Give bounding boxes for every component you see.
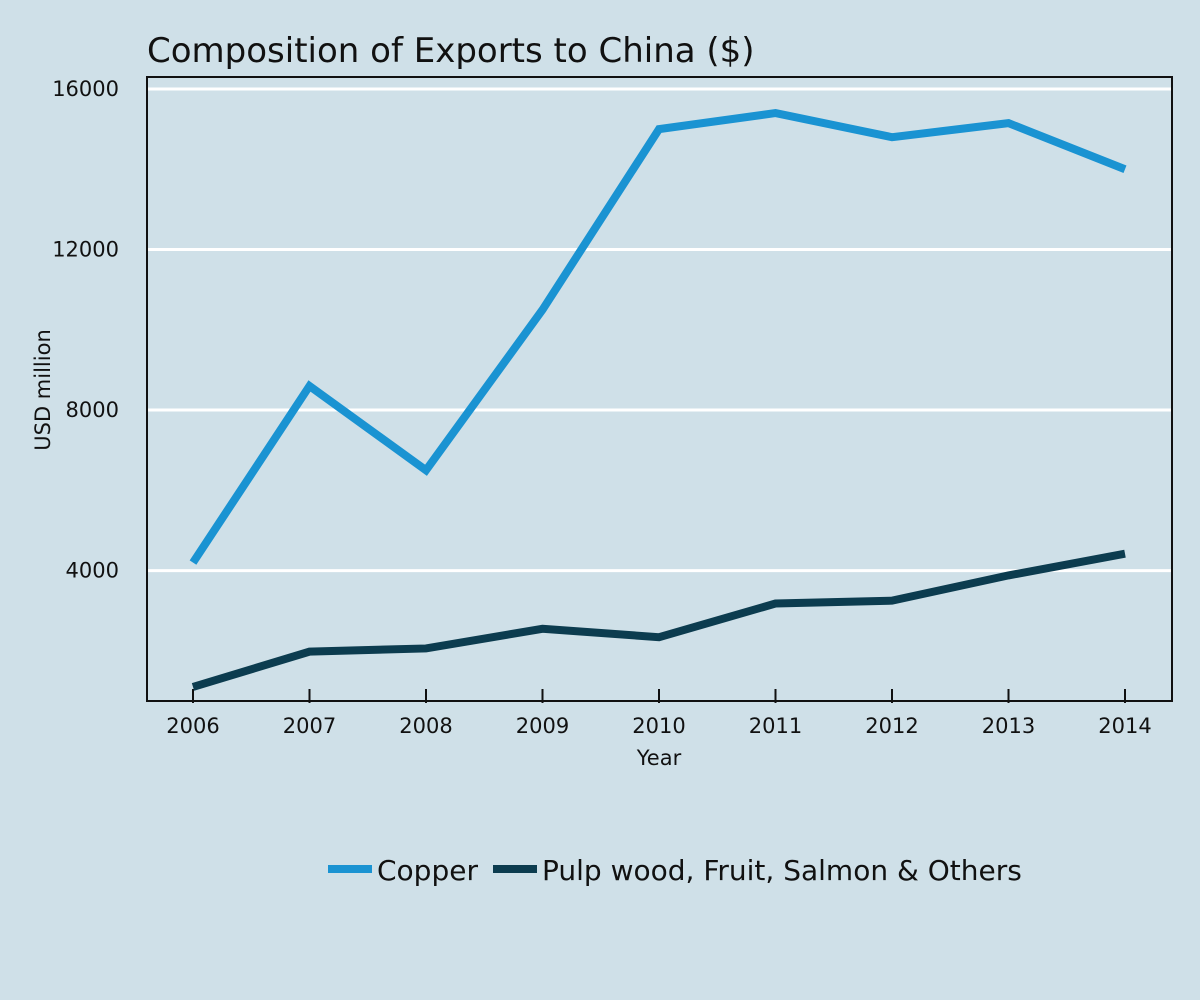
x-tick-label-2007: 2007 bbox=[283, 714, 336, 738]
x-tick-label-2006: 2006 bbox=[166, 714, 219, 738]
chart-title: Composition of Exports to China ($) bbox=[147, 31, 755, 71]
x-axis-ticks: 2006 2007 2008 2009 2010 2011 2012 2013 2014 bbox=[166, 689, 1152, 738]
series-lines bbox=[189, 109, 1127, 691]
x-tick-label-2009: 2009 bbox=[516, 714, 569, 738]
series-line-pulp-wood-fruit-salmon-others bbox=[191, 549, 1126, 691]
x-tick-label-2012: 2012 bbox=[865, 714, 918, 738]
x-tick-label-2008: 2008 bbox=[399, 714, 452, 738]
x-axis-title: Year bbox=[636, 746, 682, 770]
x-tick-label-2014: 2014 bbox=[1098, 714, 1151, 738]
legend: Copper Pulp wood, Fruit, Salmon & Others bbox=[328, 854, 1022, 887]
y-axis-title: USD million bbox=[31, 329, 55, 451]
x-tick-label-2013: 2013 bbox=[982, 714, 1035, 738]
y-tick-label-12000: 12000 bbox=[52, 238, 119, 262]
series-line-copper bbox=[189, 109, 1127, 565]
plot-area bbox=[146, 76, 1173, 702]
legend-label-pulp-wood-fruit-salmon-others: Pulp wood, Fruit, Salmon & Others bbox=[542, 854, 1022, 887]
y-axis-tick-labels: 4000 8000 12000 16000 bbox=[52, 77, 119, 583]
x-tick-label-2010: 2010 bbox=[632, 714, 685, 738]
y-tick-label-16000: 16000 bbox=[52, 77, 119, 101]
y-tick-label-4000: 4000 bbox=[66, 559, 119, 583]
x-tick-label-2011: 2011 bbox=[749, 714, 802, 738]
grid-lines bbox=[148, 87, 1171, 573]
y-tick-label-8000: 8000 bbox=[66, 398, 119, 422]
legend-label-copper: Copper bbox=[377, 854, 478, 887]
